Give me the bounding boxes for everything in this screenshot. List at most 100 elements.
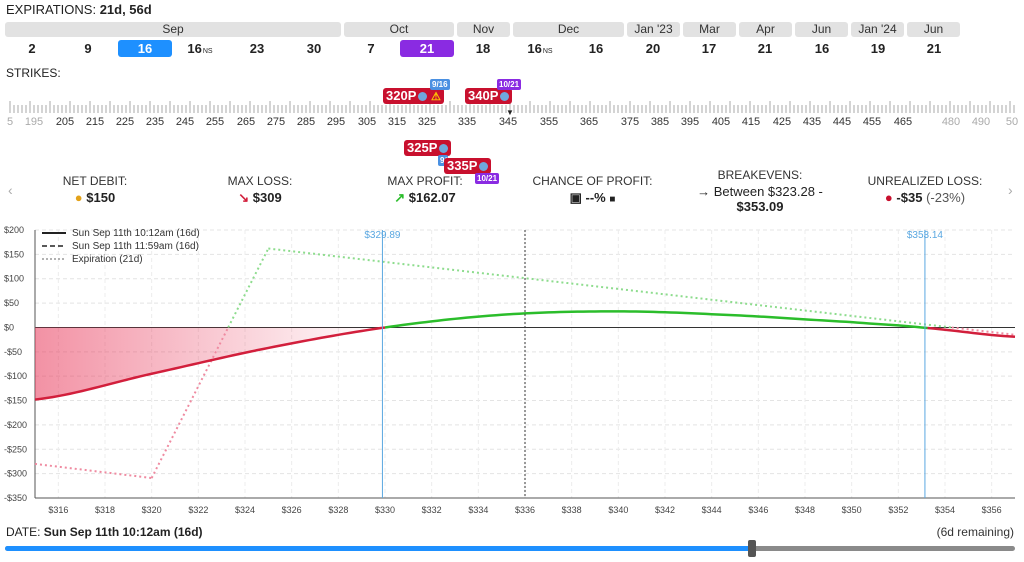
strike-tick-label[interactable]: 375 [620, 116, 640, 128]
x-tick-label: $334 [468, 505, 488, 515]
breakeven-label: $329.89 [364, 230, 401, 241]
exp-day[interactable]: 16NS [518, 40, 562, 57]
strike-tick-label[interactable]: 490 [971, 116, 991, 128]
time-remaining: (6d remaining) [936, 525, 1014, 539]
strike-tick-label[interactable]: 405 [711, 116, 731, 128]
strike-tick-label[interactable]: 425 [772, 116, 792, 128]
x-tick-label: $332 [422, 505, 442, 515]
lock-icon: ■ [609, 194, 616, 205]
strike-ruler[interactable] [0, 100, 1024, 114]
exp-day[interactable]: 18 [475, 41, 491, 56]
chevron-left-icon[interactable]: ‹ [8, 182, 13, 198]
strike-tick-label[interactable]: 480 [941, 116, 961, 128]
y-tick-label: -$250 [4, 444, 27, 454]
strike-tick-label[interactable]: 205 [55, 116, 75, 128]
stat-label: MAX PROFIT: [387, 174, 463, 188]
exp-day[interactable]: 16NS [178, 40, 222, 57]
strike-tick-label[interactable]: 345 [498, 116, 518, 128]
stat-value: Between $323.28 - [713, 184, 823, 199]
leg-320p[interactable]: 320P ⚠ [383, 88, 444, 104]
stat-value: --% [585, 190, 606, 205]
strike-tick-label[interactable]: 435 [802, 116, 822, 128]
strike-tick-label[interactable]: 395 [680, 116, 700, 128]
month-jan24[interactable]: Jan '24 [851, 22, 904, 37]
exp-day-selected[interactable]: 21 [400, 40, 454, 57]
strikes-label: STRIKES: [6, 66, 61, 80]
month-sep[interactable]: Sep [5, 22, 341, 37]
leg-340p[interactable]: 340P [465, 88, 513, 104]
exp-day[interactable]: 16 [588, 41, 604, 56]
strike-tick-label[interactable]: 5 [6, 116, 14, 128]
chevron-right-icon[interactable]: › [1008, 182, 1013, 198]
ns-tag: NS [202, 48, 213, 55]
month-jun24[interactable]: Jun [907, 22, 960, 37]
strike-tick-label[interactable]: 275 [266, 116, 286, 128]
month-mar[interactable]: Mar [683, 22, 736, 37]
pnl-chart[interactable]: $200 $150 $100 $50 $0 -$50 -$100 -$150 -$200 -$25… [0, 220, 1024, 520]
strike-tick-label[interactable]: 335 [457, 116, 477, 128]
date-value: Sun Sep 11th 10:12am (16d) [43, 525, 203, 539]
leg-expiry-badge: 10/21 [497, 79, 522, 90]
stat-unrealized-loss: UNREALIZED LOSS: ● -$35 (-23%) [860, 174, 990, 205]
exp-day[interactable]: 21 [926, 41, 942, 56]
exp-day[interactable]: 21 [757, 41, 773, 56]
loss-area [35, 327, 385, 400]
stat-max-loss: MAX LOSS: ↘ $309 [205, 174, 315, 206]
exp-day[interactable]: 7 [367, 41, 375, 56]
exp-day[interactable]: 30 [306, 41, 322, 56]
stat-max-profit: MAX PROFIT: ↗ $162.07 [370, 174, 480, 206]
x-tick-label: $330 [375, 505, 395, 515]
strike-tick-label[interactable]: 415 [741, 116, 761, 128]
date-slider-track[interactable] [5, 540, 1015, 557]
stat-label: CHANCE OF PROFIT: [532, 174, 653, 188]
month-nov[interactable]: Nov [457, 22, 510, 37]
strike-tick-label[interactable]: 305 [357, 116, 377, 128]
legend-label: Expiration (21d) [72, 254, 143, 265]
strike-tick-label[interactable]: 315 [387, 116, 407, 128]
exp-day[interactable]: 20 [645, 41, 661, 56]
strike-tick-label[interactable]: 195 [24, 116, 44, 128]
x-tick-label: $346 [748, 505, 768, 515]
strike-tick-label[interactable]: 225 [115, 116, 135, 128]
month-dec[interactable]: Dec [513, 22, 624, 37]
legend-label: Sun Sep 11th 11:59am (16d) [72, 241, 199, 252]
y-tick-label: -$350 [4, 493, 27, 503]
strike-tick-label[interactable]: 445 [832, 116, 852, 128]
date-slider-handle[interactable] [748, 540, 757, 557]
strike-tick-label[interactable]: 385 [650, 116, 670, 128]
date-label: DATE: Sun Sep 11th 10:12am (16d) [6, 525, 203, 539]
leg-325p[interactable]: 325P [404, 140, 452, 156]
month-apr[interactable]: Apr [739, 22, 792, 37]
strike-tick-label[interactable]: 265 [236, 116, 256, 128]
stat-value: $150 [86, 190, 116, 205]
exp-day[interactable]: 19 [870, 41, 886, 56]
strike-tick-label[interactable]: 455 [862, 116, 882, 128]
leg-335p[interactable]: 335P [444, 158, 492, 174]
expiration-series-segment [150, 327, 230, 479]
month-jun[interactable]: Jun [795, 22, 848, 37]
month-jan23[interactable]: Jan '23 [627, 22, 680, 37]
strike-tick-label[interactable]: 355 [539, 116, 559, 128]
exp-day[interactable]: 2 [28, 41, 36, 56]
exp-day[interactable]: 23 [249, 41, 265, 56]
strike-tick-label[interactable]: 325 [417, 116, 437, 128]
strike-tick-label[interactable]: 295 [326, 116, 346, 128]
exp-day[interactable]: 16 [814, 41, 830, 56]
strike-tick-label[interactable]: 465 [893, 116, 913, 128]
strike-tick-label[interactable]: 285 [296, 116, 316, 128]
x-tick-label: $342 [655, 505, 675, 515]
x-tick-label: $326 [282, 505, 302, 515]
strike-tick-label[interactable]: 215 [85, 116, 105, 128]
strike-tick-label[interactable]: 235 [145, 116, 165, 128]
x-tick-label: $348 [795, 505, 815, 515]
strike-tick-label[interactable]: 255 [205, 116, 225, 128]
stat-value: $309 [252, 190, 282, 205]
month-oct[interactable]: Oct [344, 22, 454, 37]
current-price-marker-icon: ▼ [506, 108, 514, 117]
exp-day-selected[interactable]: 16 [118, 40, 172, 57]
exp-day[interactable]: 9 [84, 41, 92, 56]
strike-tick-label[interactable]: 50 [1005, 116, 1019, 128]
strike-tick-label[interactable]: 365 [579, 116, 599, 128]
exp-day[interactable]: 17 [701, 41, 717, 56]
strike-tick-label[interactable]: 245 [175, 116, 195, 128]
